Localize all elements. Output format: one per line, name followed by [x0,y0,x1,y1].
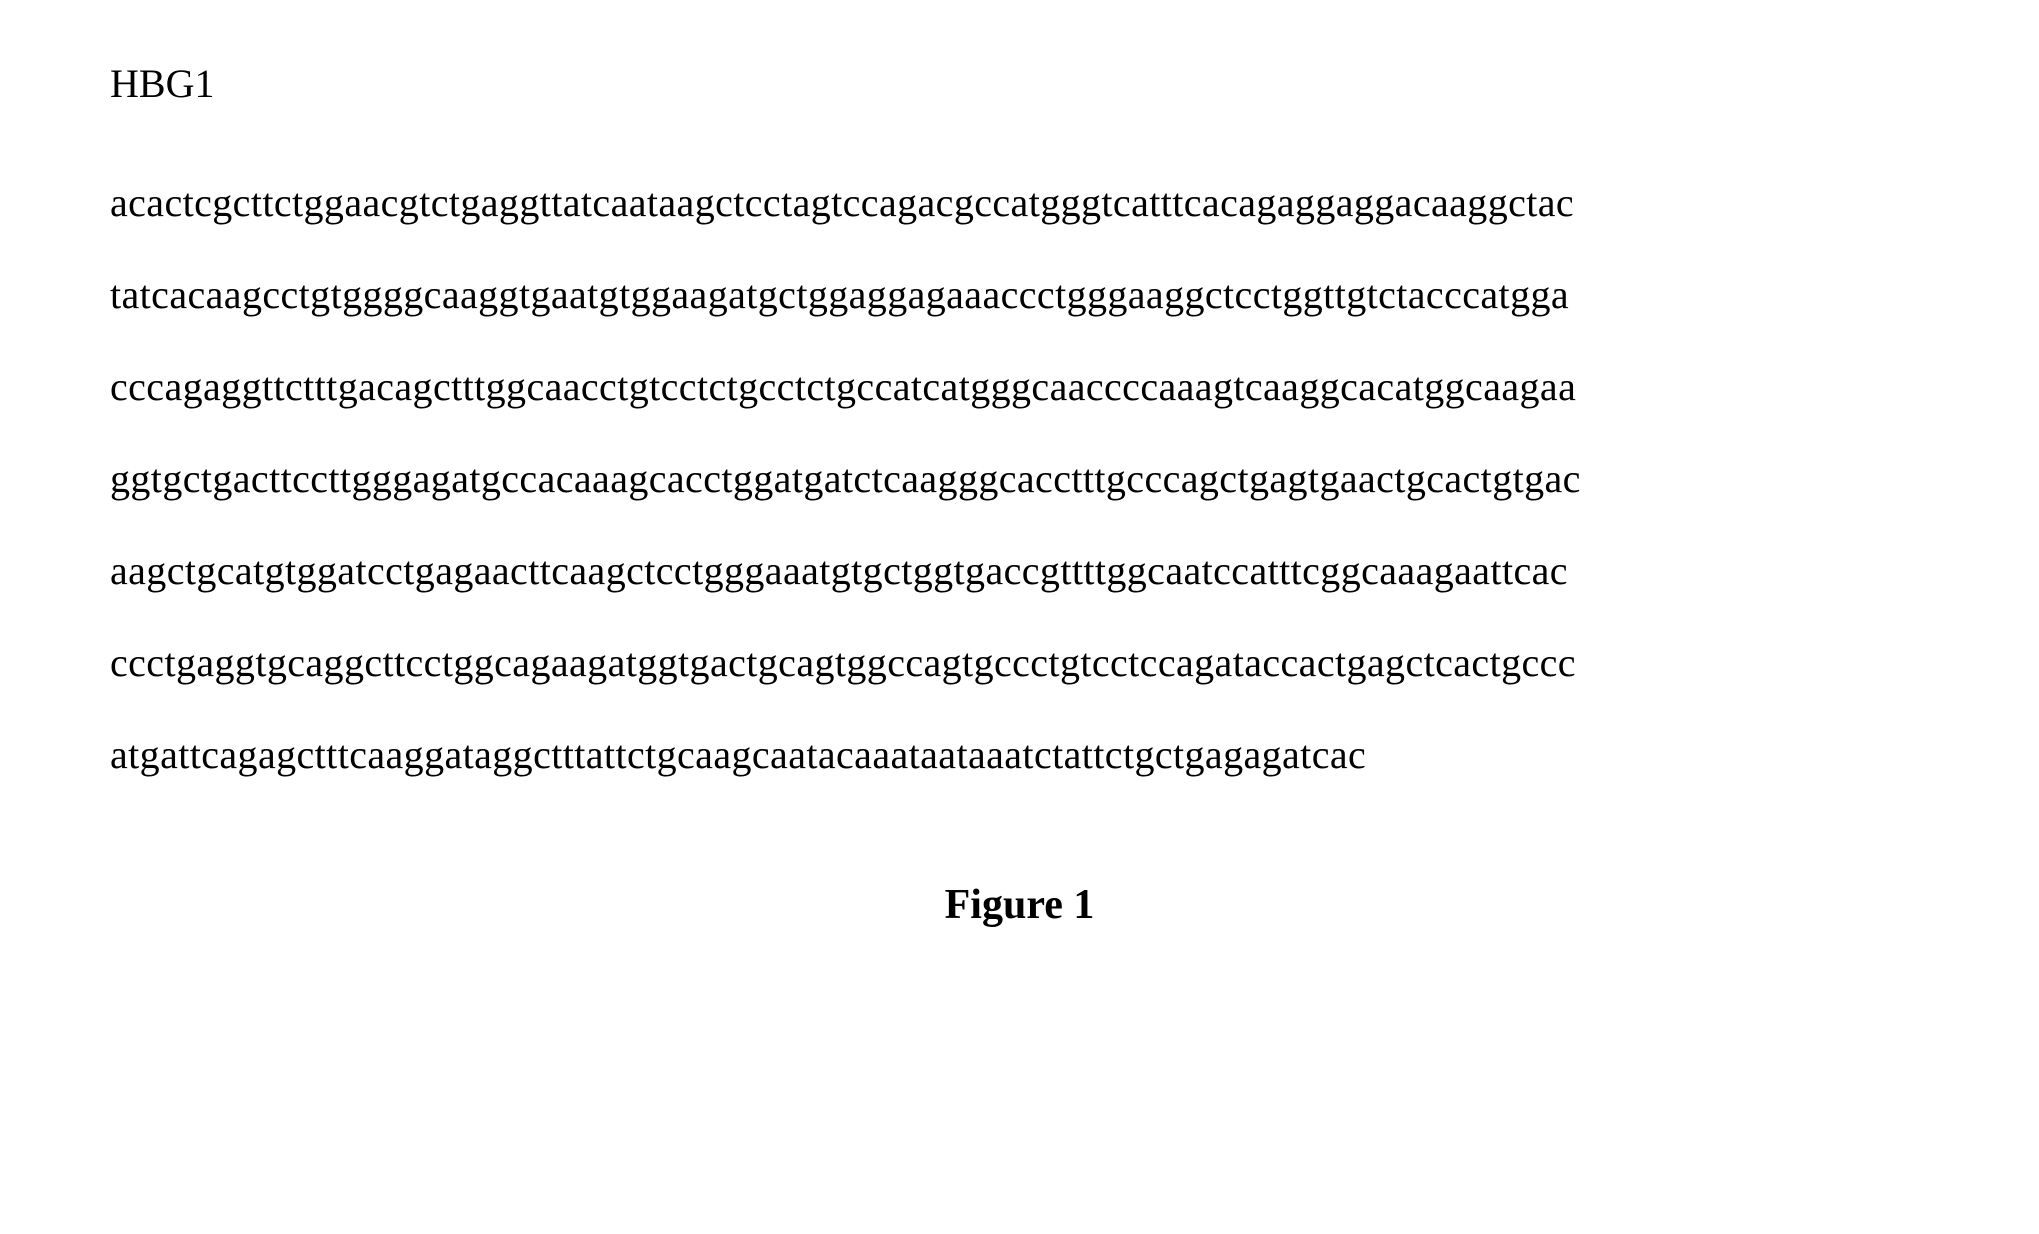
sequence-line: aagctgcatgtggatcctgagaacttcaagctcctgggaa… [110,525,1939,617]
sequence-block: acactcgcttctggaacgtctgaggttatcaataagctcc… [110,157,1939,801]
gene-label: HBG1 [110,60,1939,107]
figure-caption: Figure 1 [100,881,1939,929]
sequence-line: tatcacaagcctgtggggcaaggtgaatgtggaagatgct… [110,249,1939,341]
sequence-line: atgattcagagctttcaaggataggctttattctgcaagc… [110,709,1939,801]
sequence-line: ccctgaggtgcaggcttcctggcagaagatggtgactgca… [110,617,1939,709]
sequence-line: ggtgctgacttccttgggagatgccacaaagcacctggat… [110,433,1939,525]
document-page: HBG1 acactcgcttctggaacgtctgaggttatcaataa… [0,0,2039,1234]
sequence-line: cccagaggttctttgacagctttggcaacctgtcctctgc… [110,341,1939,433]
sequence-line: acactcgcttctggaacgtctgaggttatcaataagctcc… [110,157,1939,249]
